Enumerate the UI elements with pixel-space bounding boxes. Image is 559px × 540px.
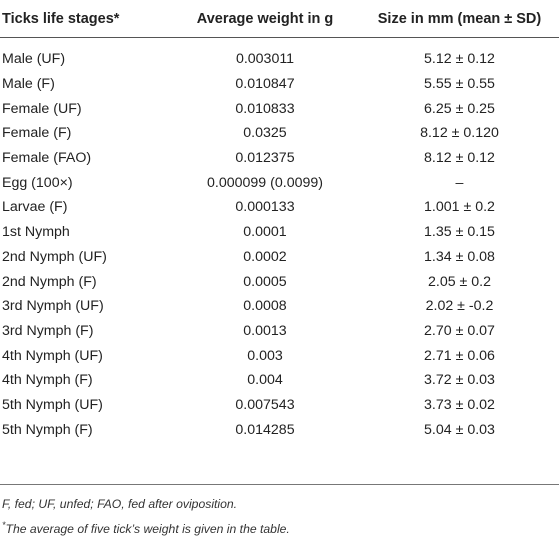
header-life-stage: Ticks life stages* xyxy=(0,0,170,38)
table-row: Male (UF) 0.003011 5.12 ± 0.12 xyxy=(0,38,559,72)
cell-average-weight: 0.000099 (0.0099) xyxy=(207,174,323,191)
table-row: 5th Nymph (F) 0.014285 5.04 ± 0.03 xyxy=(0,417,559,450)
cell-size: 3.73 ± 0.02 xyxy=(424,396,495,413)
cell-average-weight: 0.0005 xyxy=(243,273,287,290)
cell-size: – xyxy=(455,174,464,191)
cell-average-weight: 0.010833 xyxy=(235,100,295,117)
table-bottom-rule xyxy=(0,484,559,485)
cell-size: 2.70 ± 0.07 xyxy=(424,322,495,339)
cell-life-stage: Male (UF) xyxy=(2,51,66,68)
cell-size: 8.12 ± 0.120 xyxy=(420,125,499,142)
cell-life-stage: 4th Nymph (F) xyxy=(2,372,93,389)
cell-average-weight: 0.0013 xyxy=(243,322,287,339)
cell-average-weight: 0.014285 xyxy=(235,421,295,438)
cell-life-stage: 5th Nymph (F) xyxy=(2,421,93,438)
cell-life-stage: 1st Nymph xyxy=(2,224,70,241)
table-row: Female (FAO) 0.012375 8.12 ± 0.12 xyxy=(0,146,559,171)
footnote-star-mark: * xyxy=(2,520,6,530)
table-footnotes: F, fed; UF, unfed; FAO, fed after ovipos… xyxy=(2,494,290,540)
cell-life-stage: Larvae (F) xyxy=(2,199,68,216)
cell-average-weight: 0.0002 xyxy=(243,248,287,265)
cell-life-stage: Female (FAO) xyxy=(2,150,92,167)
cell-size: 1.001 ± 0.2 xyxy=(424,199,495,216)
cell-average-weight: 0.003011 xyxy=(235,51,295,68)
footnote-weight-text: The average of five tick’s weight is giv… xyxy=(5,522,290,537)
table-row: 2nd Nymph (F) 0.0005 2.05 ± 0.2 xyxy=(0,269,559,294)
cell-average-weight: 0.012375 xyxy=(235,150,295,167)
table-row: 4th Nymph (UF) 0.003 2.71 ± 0.06 xyxy=(0,343,559,368)
cell-size: 1.34 ± 0.08 xyxy=(424,248,495,265)
cell-size: 5.12 ± 0.12 xyxy=(424,51,495,68)
cell-average-weight: 0.0325 xyxy=(243,125,287,142)
cell-life-stage: 5th Nymph (UF) xyxy=(2,396,103,413)
footnote-weight-note: *The average of five tick’s weight is gi… xyxy=(2,515,290,540)
table-row: 4th Nymph (F) 0.004 3.72 ± 0.03 xyxy=(0,368,559,393)
table-row: Female (F) 0.0325 8.12 ± 0.120 xyxy=(0,121,559,146)
header-size: Size in mm (mean ± SD) xyxy=(360,0,559,38)
header-average-weight: Average weight in g xyxy=(170,0,360,38)
table-row: 1st Nymph 0.0001 1.35 ± 0.15 xyxy=(0,220,559,245)
data-table: Ticks life stages* Average weight in g S… xyxy=(0,0,559,451)
cell-life-stage: Female (F) xyxy=(2,125,72,142)
table-header: Ticks life stages* Average weight in g S… xyxy=(0,0,559,38)
header-row: Ticks life stages* Average weight in g S… xyxy=(0,0,559,38)
cell-life-stage: Egg (100×) xyxy=(2,174,73,191)
cell-average-weight: 0.003 xyxy=(247,347,283,364)
cell-average-weight: 0.004 xyxy=(247,372,283,389)
table-row: 3rd Nymph (UF) 0.0008 2.02 ± -0.2 xyxy=(0,294,559,319)
cell-life-stage: 3rd Nymph (F) xyxy=(2,322,94,339)
table-body: Male (UF) 0.003011 5.12 ± 0.12 Male (F) 0.01… xyxy=(0,38,559,451)
cell-average-weight: 0.0008 xyxy=(243,298,287,315)
table-row: Egg (100×) 0.000099 (0.0099) – xyxy=(0,170,559,195)
cell-size: 3.72 ± 0.03 xyxy=(424,372,495,389)
cell-size: 6.25 ± 0.25 xyxy=(424,100,495,117)
table-row: Larvae (F) 0.000133 1.001 ± 0.2 xyxy=(0,195,559,220)
cell-average-weight: 0.007543 xyxy=(235,396,295,413)
cell-average-weight: 0.000133 xyxy=(235,199,295,216)
cell-size: 2.05 ± 0.2 xyxy=(427,273,491,290)
cell-life-stage: 3rd Nymph (UF) xyxy=(2,298,104,315)
cell-life-stage: 2nd Nymph (UF) xyxy=(2,248,107,265)
table-row: 3rd Nymph (F) 0.0013 2.70 ± 0.07 xyxy=(0,319,559,344)
cell-life-stage: 2nd Nymph (F) xyxy=(2,273,97,290)
cell-size: 5.55 ± 0.55 xyxy=(424,76,495,93)
cell-average-weight: 0.010847 xyxy=(235,76,295,93)
cell-life-stage: 4th Nymph (UF) xyxy=(2,347,103,364)
table-row: 2nd Nymph (UF) 0.0002 1.34 ± 0.08 xyxy=(0,245,559,270)
cell-size: 1.35 ± 0.15 xyxy=(424,224,495,241)
table-row: Female (UF) 0.010833 6.25 ± 0.25 xyxy=(0,96,559,121)
cell-size: 2.71 ± 0.06 xyxy=(424,347,495,364)
cell-life-stage: Female (UF) xyxy=(2,100,82,117)
cell-size: 5.04 ± 0.03 xyxy=(424,421,495,438)
footnote-abbreviations: F, fed; UF, unfed; FAO, fed after ovipos… xyxy=(2,497,238,511)
cell-size: 8.12 ± 0.12 xyxy=(424,150,495,167)
cell-life-stage: Male (F) xyxy=(2,76,55,93)
table-row: Male (F) 0.010847 5.55 ± 0.55 xyxy=(0,72,559,97)
cell-size: 2.02 ± -0.2 xyxy=(425,298,494,315)
table-row: 5th Nymph (UF) 0.007543 3.73 ± 0.02 xyxy=(0,393,559,418)
cell-average-weight: 0.0001 xyxy=(243,224,287,241)
